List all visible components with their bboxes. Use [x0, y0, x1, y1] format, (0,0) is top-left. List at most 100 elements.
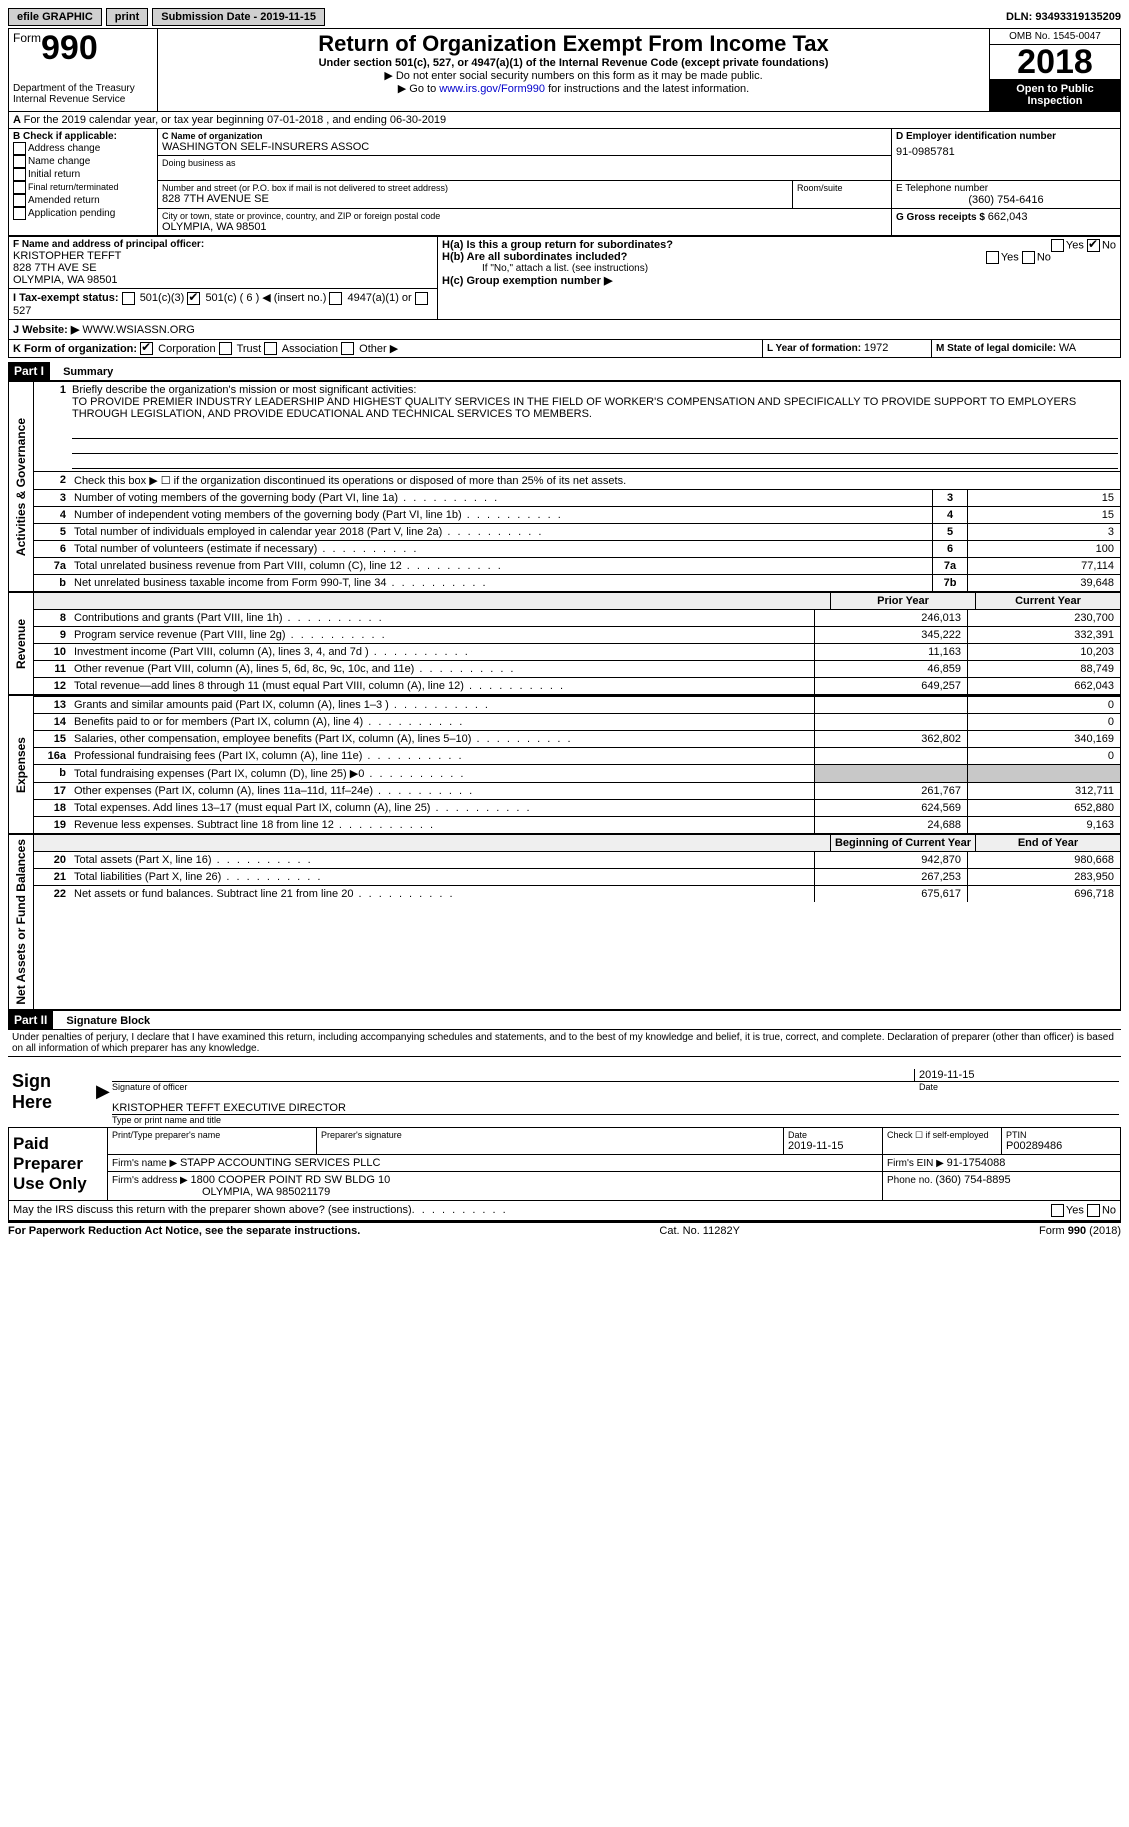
summary-row: 4Number of independent voting members of… — [34, 506, 1120, 523]
website[interactable]: WWW.WSIASSN.ORG — [82, 324, 194, 336]
section-netassets: Net Assets or Fund Balances Beginning of… — [8, 833, 1121, 1009]
sig-date-val: 2019-11-15 — [914, 1069, 1119, 1081]
summary-row: 22Net assets or fund balances. Subtract … — [34, 885, 1120, 902]
form-header: Form990 Department of the Treasury Inter… — [8, 28, 1121, 112]
summary-row: 6Total number of volunteers (estimate if… — [34, 540, 1120, 557]
box-f-label: F Name and address of principal officer: — [13, 239, 433, 250]
line-klm: K Form of organization: Corporation Trus… — [8, 340, 1121, 359]
summary-row: 3Number of voting members of the governi… — [34, 489, 1120, 506]
chk-name[interactable]: Name change — [13, 155, 153, 168]
box-g-label: G Gross receipts $ — [896, 212, 988, 223]
form-number: 990 — [41, 29, 98, 67]
self-employed[interactable]: Check ☐ if self-employed — [883, 1127, 1002, 1154]
year-formed: 1972 — [864, 342, 888, 354]
side-label-exp: Expenses — [14, 733, 28, 797]
city-label: City or town, state or province, country… — [162, 211, 887, 221]
tax-year: 2018 — [990, 45, 1120, 79]
part2-header: Part II Signature Block — [8, 1009, 1121, 1029]
summary-row: 9Program service revenue (Part VIII, lin… — [34, 626, 1120, 643]
mission-text: TO PROVIDE PREMIER INDUSTRY LEADERSHIP A… — [72, 396, 1118, 420]
box-e-label: E Telephone number — [896, 183, 1116, 194]
box-d-label: D Employer identification number — [896, 131, 1116, 142]
footer-right: Form 990 (2018) — [1039, 1225, 1121, 1237]
city: OLYMPIA, WA 98501 — [162, 221, 887, 233]
summary-row: 11Other revenue (Part VIII, column (A), … — [34, 660, 1120, 677]
arrow-icon: ▶ — [96, 1057, 110, 1127]
summary-row: 14Benefits paid to or for members (Part … — [34, 713, 1120, 730]
officer-name: KRISTOPHER TEFFT — [13, 250, 433, 262]
phone: (360) 754-6416 — [896, 194, 1116, 206]
efile-button[interactable]: efile GRAPHIC — [8, 8, 102, 26]
line-j: J Website: ▶ WWW.WSIASSN.ORG — [8, 320, 1121, 340]
summary-row: 18Total expenses. Add lines 13–17 (must … — [34, 799, 1120, 816]
form-title: Return of Organization Exempt From Incom… — [162, 31, 985, 57]
ein: 91-0985781 — [896, 146, 1116, 158]
section-revenue: Revenue Prior Year Current Year 8Contrib… — [8, 591, 1121, 694]
summary-row: 13Grants and similar amounts paid (Part … — [34, 696, 1120, 713]
street: 828 7TH AVENUE SE — [162, 193, 788, 205]
officer-city: OLYMPIA, WA 98501 — [13, 274, 433, 286]
footer-mid: Cat. No. 11282Y — [659, 1225, 740, 1237]
box-b-label: B Check if applicable: — [13, 131, 153, 142]
summary-row: 7aTotal unrelated business revenue from … — [34, 557, 1120, 574]
instruction-2: ▶ Go to www.irs.gov/Form990 for instruct… — [162, 82, 985, 95]
ptin: P00289486 — [1006, 1140, 1116, 1152]
summary-row: 12Total revenue—add lines 8 through 11 (… — [34, 677, 1120, 694]
h-a: H(a) Is this a group return for subordin… — [442, 239, 1116, 251]
chk-amended[interactable]: Amended return — [13, 194, 153, 207]
sig-date-label: Date — [919, 1082, 1119, 1092]
paid-label: Paid Preparer Use Only — [9, 1127, 108, 1200]
box-c-label: C Name of organization — [162, 131, 887, 141]
part1-header: Part I Summary — [8, 362, 1121, 380]
firm-ein: 91-1754088 — [947, 1157, 1006, 1169]
footer: For Paperwork Reduction Act Notice, see … — [8, 1221, 1121, 1237]
summary-row: 17Other expenses (Part IX, column (A), l… — [34, 782, 1120, 799]
dln: DLN: 93493319135209 — [1006, 11, 1121, 23]
room-label: Room/suite — [797, 183, 887, 193]
officer-street: 828 7TH AVE SE — [13, 262, 433, 274]
side-label-rev: Revenue — [14, 615, 28, 673]
dept-label: Department of the Treasury Internal Reve… — [13, 83, 153, 105]
q2: 2 Check this box ▶ ☐ if the organization… — [34, 471, 1120, 489]
summary-row: 21Total liabilities (Part X, line 26)267… — [34, 868, 1120, 885]
domicile: WA — [1059, 342, 1076, 354]
summary-row: bNet unrelated business taxable income f… — [34, 574, 1120, 591]
form-subtitle: Under section 501(c), 527, or 4947(a)(1)… — [162, 57, 985, 69]
form-prefix: Form — [13, 31, 41, 45]
paid-preparer-block: Paid Preparer Use Only Print/Type prepar… — [8, 1127, 1121, 1201]
chk-pending[interactable]: Application pending — [13, 207, 153, 220]
h-b-note: If "No," attach a list. (see instruction… — [442, 263, 1116, 274]
sig-name-label: Type or print name and title — [112, 1115, 1119, 1125]
hdr-prior: Prior Year — [830, 593, 975, 609]
print-button[interactable]: print — [106, 8, 148, 26]
gross-receipts: 662,043 — [988, 211, 1028, 223]
section-activities: Activities & Governance 1 Briefly descri… — [8, 382, 1121, 591]
firm-name: STAPP ACCOUNTING SERVICES PLLC — [180, 1157, 381, 1169]
entity-block: B Check if applicable: Address change Na… — [8, 128, 1121, 236]
line-i-label: I Tax-exempt status: — [13, 292, 119, 304]
sign-here-label: Sign Here — [8, 1057, 96, 1127]
side-label-ag: Activities & Governance — [14, 414, 28, 560]
hdr-curr: Current Year — [975, 593, 1120, 609]
perjury-text: Under penalties of perjury, I declare th… — [8, 1029, 1121, 1056]
sig-name: KRISTOPHER TEFFT EXECUTIVE DIRECTOR — [112, 1102, 346, 1114]
submission-date: Submission Date - 2019-11-15 — [152, 8, 325, 26]
sign-here-block: Sign Here ▶ 2019-11-15 Signature of offi… — [8, 1056, 1121, 1127]
summary-row: 15Salaries, other compensation, employee… — [34, 730, 1120, 747]
summary-row: 5Total number of individuals employed in… — [34, 523, 1120, 540]
chk-address[interactable]: Address change — [13, 142, 153, 155]
side-label-na: Net Assets or Fund Balances — [14, 835, 28, 1009]
hdr-beg: Beginning of Current Year — [830, 835, 975, 851]
street-label: Number and street (or P.O. box if mail i… — [162, 183, 788, 193]
irs-link[interactable]: www.irs.gov/Form990 — [439, 83, 545, 95]
firm-addr: 1800 COOPER POINT RD SW BLDG 10 — [191, 1174, 391, 1186]
inspection-label: Open to Public Inspection — [990, 79, 1120, 111]
summary-row: 20Total assets (Part X, line 16)942,8709… — [34, 851, 1120, 868]
q1-label: Briefly describe the organization's miss… — [72, 384, 1118, 396]
summary-row: 8Contributions and grants (Part VIII, li… — [34, 609, 1120, 626]
org-name: WASHINGTON SELF-INSURERS ASSOC — [162, 141, 887, 153]
instruction-1: ▶ Do not enter social security numbers o… — [162, 69, 985, 82]
chk-initial[interactable]: Initial return — [13, 168, 153, 181]
summary-row: 19Revenue less expenses. Subtract line 1… — [34, 816, 1120, 833]
chk-final[interactable]: Final return/terminated — [13, 181, 153, 194]
